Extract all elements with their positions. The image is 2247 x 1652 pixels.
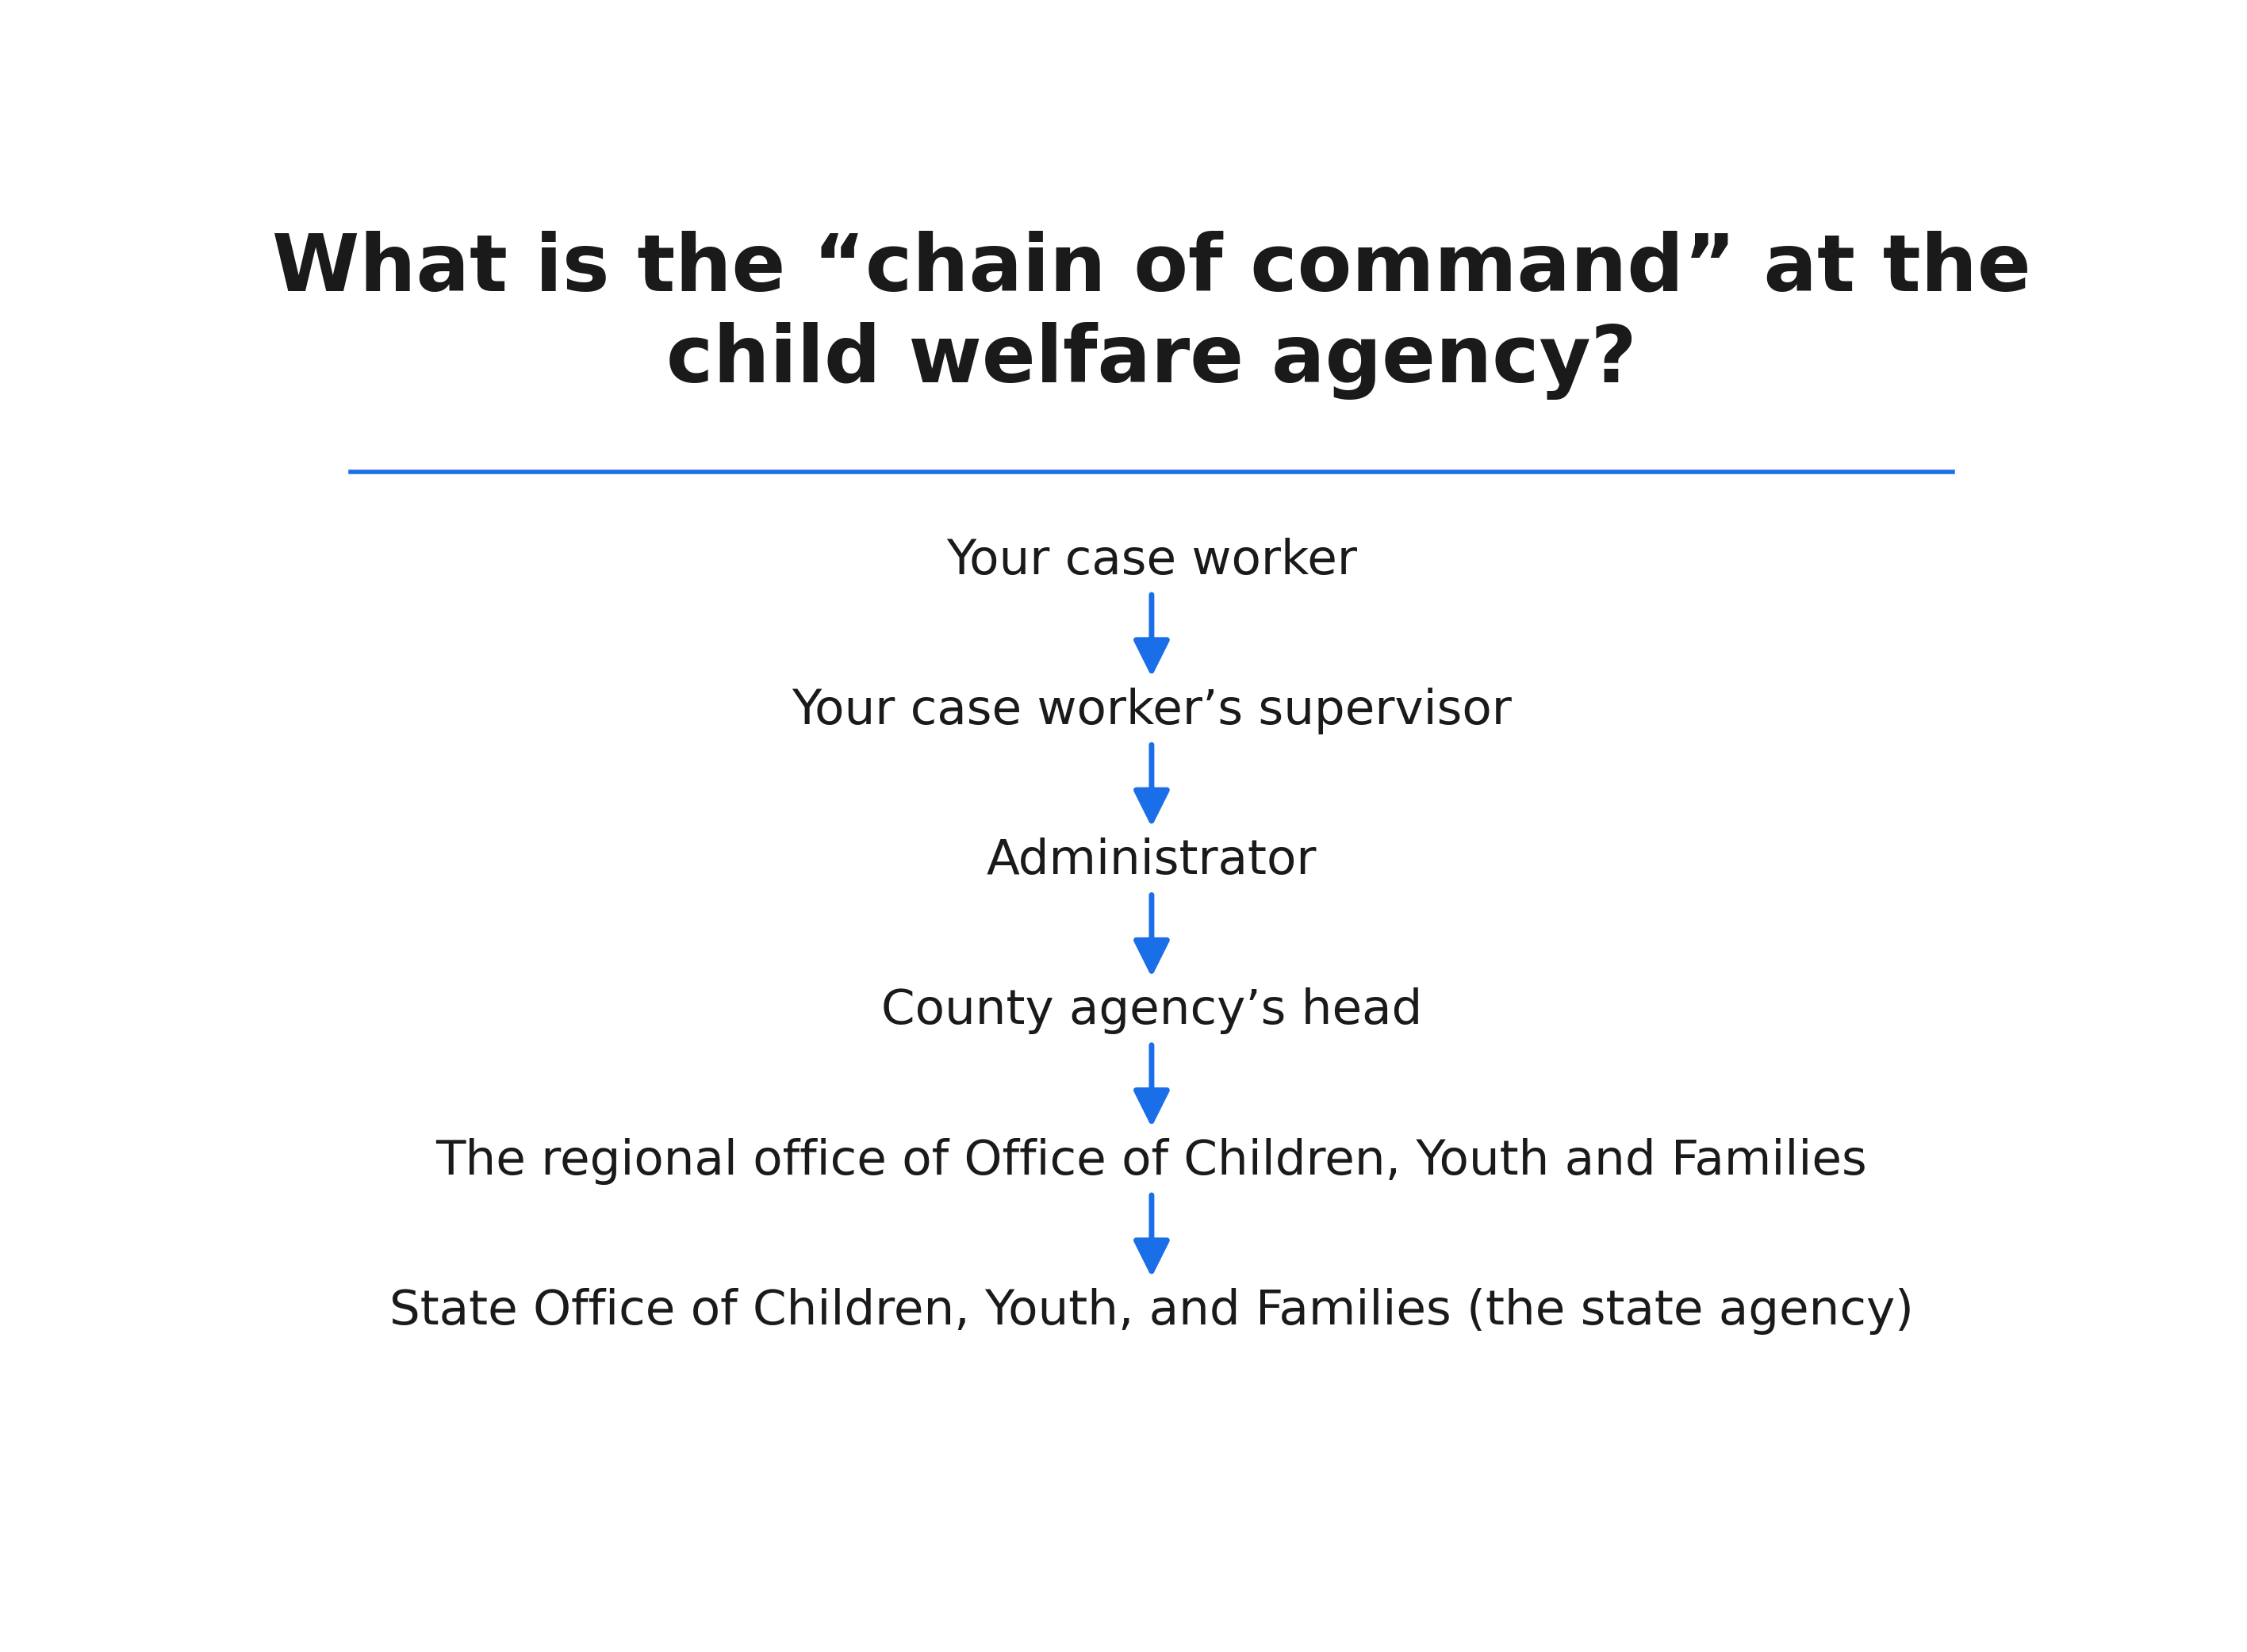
Text: Your case worker: Your case worker bbox=[946, 537, 1357, 585]
Text: The regional office of Office of Children, Youth and Families: The regional office of Office of Childre… bbox=[436, 1138, 1867, 1184]
Text: Administrator: Administrator bbox=[986, 838, 1317, 884]
Text: Your case worker’s supervisor: Your case worker’s supervisor bbox=[791, 687, 1512, 733]
Text: What is the “chain of command” at the
child welfare agency?: What is the “chain of command” at the ch… bbox=[272, 230, 2031, 400]
Text: State Office of Children, Youth, and Families (the state agency): State Office of Children, Youth, and Fam… bbox=[389, 1289, 1914, 1335]
Text: County agency’s head: County agency’s head bbox=[881, 988, 1422, 1034]
